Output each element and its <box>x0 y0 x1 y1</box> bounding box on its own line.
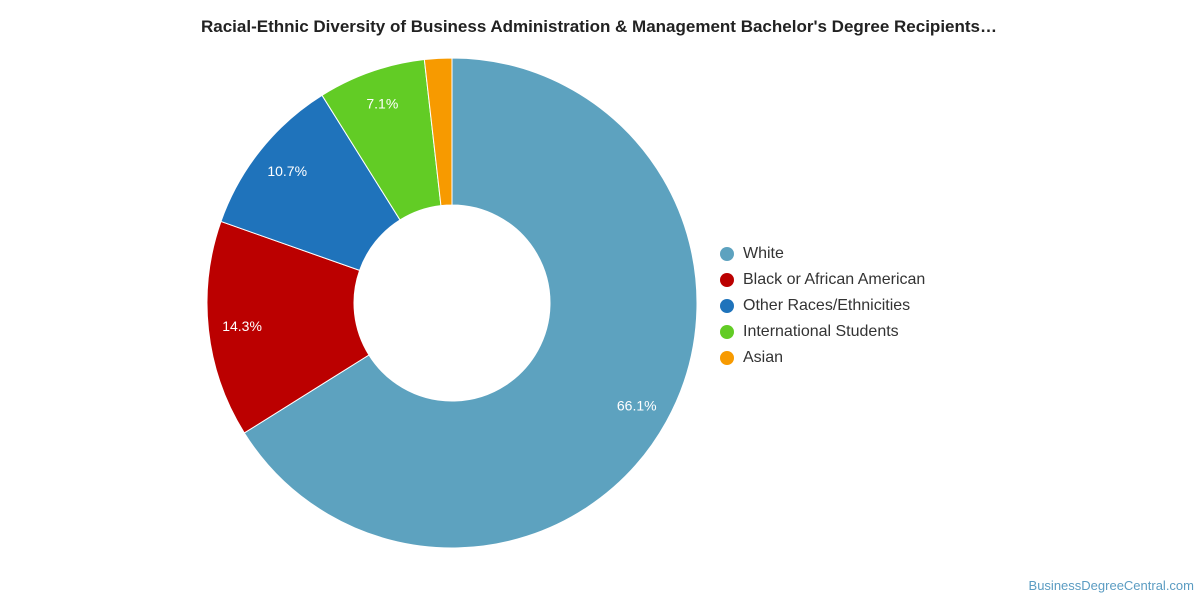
legend-item[interactable]: Black or African American <box>720 267 925 293</box>
watermark-link[interactable]: BusinessDegreeCentral.com <box>1028 578 1194 593</box>
chart-legend: White Black or African American Other Race… <box>720 241 925 371</box>
legend-label: Other Races/Ethnicities <box>743 297 911 314</box>
slice-white[interactable] <box>243 57 698 549</box>
slice-value-label: 66.1% <box>617 397 657 413</box>
legend-label: International Students <box>743 323 899 340</box>
legend-item[interactable]: Other Races/Ethnicities <box>720 293 925 319</box>
legend-label: Black or African American <box>743 271 926 288</box>
slice-other-races-ethnicities[interactable] <box>220 94 401 272</box>
legend-swatch <box>720 247 734 261</box>
slice-asian[interactable] <box>423 57 453 207</box>
chart-title: Racial-Ethnic Diversity of Business Admi… <box>200 17 997 36</box>
legend-swatch <box>720 351 734 365</box>
legend-item[interactable]: Asian <box>720 345 925 371</box>
legend-label: White <box>743 245 784 262</box>
legend-item[interactable]: White <box>720 241 925 267</box>
legend-item[interactable]: International Students <box>720 319 925 345</box>
slice-value-label: 14.3% <box>222 318 262 334</box>
legend-swatch <box>720 325 734 339</box>
slice-black-or-african-american[interactable] <box>206 220 370 434</box>
legend-swatch <box>720 299 734 313</box>
slice-value-label: 7.1% <box>366 96 398 112</box>
legend-swatch <box>720 273 734 287</box>
legend-label: Asian <box>743 349 784 366</box>
slice-value-label: 10.7% <box>267 163 307 179</box>
